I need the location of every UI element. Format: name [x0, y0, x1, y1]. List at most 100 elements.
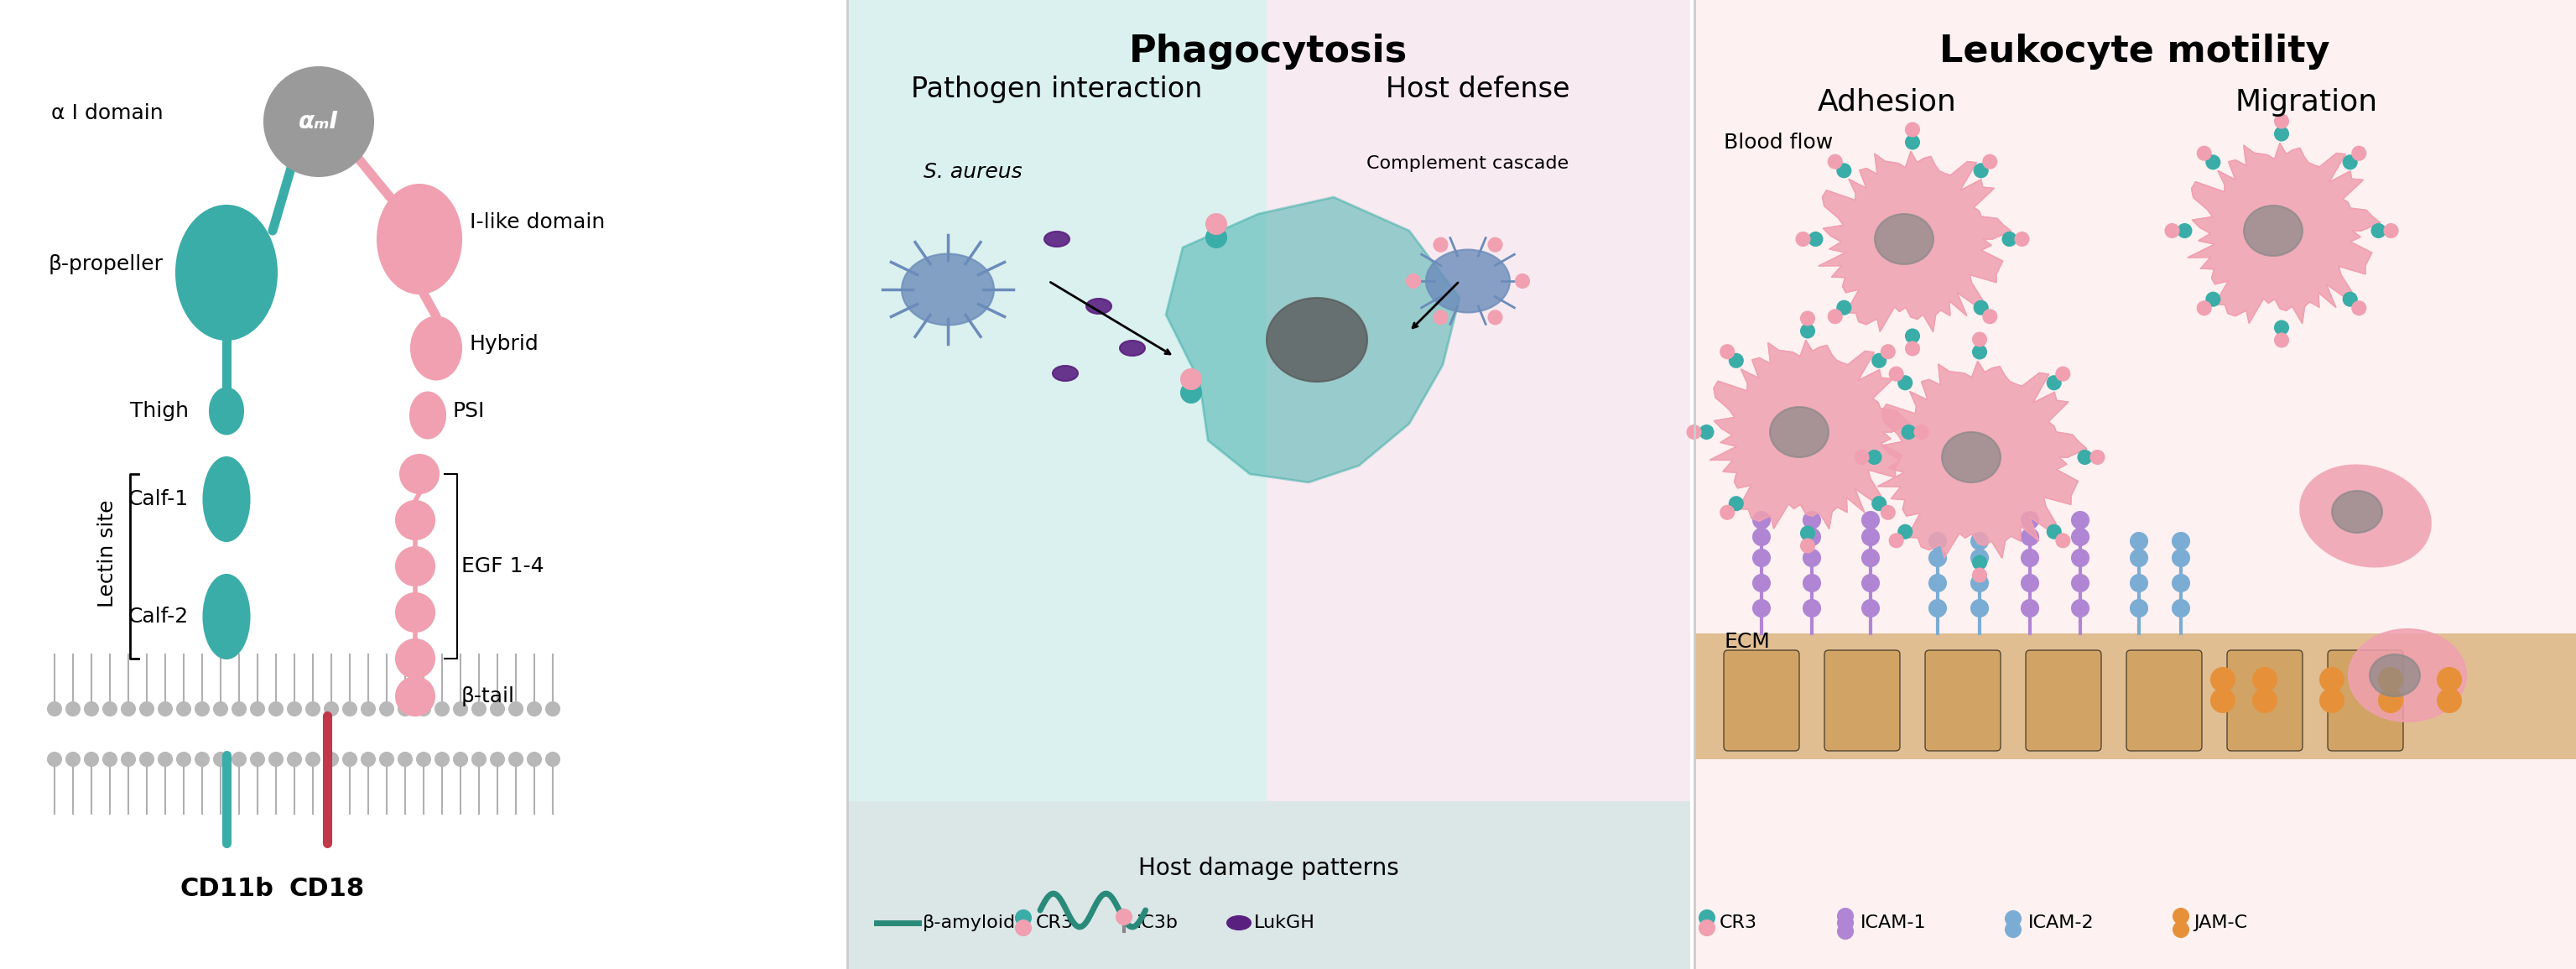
Circle shape — [214, 703, 227, 716]
Circle shape — [2071, 549, 2089, 566]
Circle shape — [2071, 600, 2089, 616]
Circle shape — [2048, 376, 2061, 390]
Circle shape — [1801, 325, 1814, 337]
Circle shape — [2254, 689, 2277, 712]
Circle shape — [49, 753, 62, 766]
Circle shape — [1728, 497, 1744, 511]
Circle shape — [2352, 146, 2365, 160]
Circle shape — [1180, 383, 1200, 403]
Circle shape — [289, 753, 301, 766]
Ellipse shape — [1267, 297, 1368, 382]
Circle shape — [489, 753, 505, 766]
Circle shape — [2344, 155, 2357, 169]
Circle shape — [361, 703, 376, 716]
Circle shape — [325, 703, 337, 716]
Circle shape — [381, 753, 394, 766]
Ellipse shape — [1770, 407, 1829, 457]
Circle shape — [103, 703, 116, 716]
Circle shape — [2378, 668, 2403, 691]
Circle shape — [67, 753, 80, 766]
Circle shape — [160, 753, 173, 766]
Circle shape — [2378, 689, 2403, 712]
Text: Blood flow: Blood flow — [1723, 133, 1834, 153]
Circle shape — [2254, 668, 2277, 691]
Circle shape — [2079, 451, 2092, 464]
Circle shape — [2130, 549, 2148, 566]
Circle shape — [2071, 528, 2089, 546]
Circle shape — [2056, 534, 2069, 547]
Circle shape — [1973, 164, 1989, 177]
Circle shape — [2437, 689, 2460, 712]
Circle shape — [1855, 451, 1868, 464]
Text: CD11b: CD11b — [180, 877, 273, 901]
Circle shape — [1837, 916, 1852, 930]
Circle shape — [2172, 549, 2190, 566]
Text: Pathogen interaction: Pathogen interaction — [912, 76, 1203, 103]
Text: Leukocyte motility: Leukocyte motility — [1940, 34, 2331, 70]
Circle shape — [1973, 301, 1989, 314]
Ellipse shape — [1121, 341, 1144, 356]
Circle shape — [435, 703, 448, 716]
FancyBboxPatch shape — [0, 0, 842, 969]
Text: LukGH: LukGH — [1255, 915, 1316, 931]
Polygon shape — [1878, 361, 2087, 558]
Circle shape — [1015, 921, 1030, 935]
Circle shape — [2022, 528, 2038, 546]
Circle shape — [2056, 367, 2069, 381]
Text: Migration: Migration — [2236, 88, 2378, 116]
Circle shape — [2321, 668, 2344, 691]
Circle shape — [2166, 224, 2179, 237]
Circle shape — [471, 703, 487, 716]
Circle shape — [510, 753, 523, 766]
Circle shape — [2352, 301, 2365, 315]
Circle shape — [1973, 332, 1986, 346]
Circle shape — [2022, 512, 2038, 528]
Ellipse shape — [2331, 490, 2383, 533]
Circle shape — [1700, 910, 1716, 925]
Text: S. aureus: S. aureus — [925, 162, 1023, 182]
Circle shape — [2197, 301, 2210, 315]
Circle shape — [1803, 512, 1821, 528]
Circle shape — [397, 640, 435, 678]
Circle shape — [2014, 233, 2030, 246]
Circle shape — [1808, 233, 1821, 246]
Text: iC3b: iC3b — [1136, 915, 1180, 931]
Text: Calf-2: Calf-2 — [129, 607, 188, 627]
Ellipse shape — [412, 317, 461, 380]
Circle shape — [1891, 367, 1904, 381]
Text: Calf-1: Calf-1 — [129, 489, 188, 510]
Text: CR3: CR3 — [1721, 915, 1757, 931]
Circle shape — [1829, 155, 1842, 169]
Circle shape — [1206, 214, 1226, 234]
Circle shape — [2437, 668, 2460, 691]
Circle shape — [1754, 528, 1770, 546]
Circle shape — [121, 753, 134, 766]
Ellipse shape — [1942, 432, 2002, 483]
Polygon shape — [1710, 340, 1911, 529]
Ellipse shape — [1087, 298, 1110, 314]
Circle shape — [307, 703, 319, 716]
Text: Hybrid: Hybrid — [469, 334, 538, 354]
Polygon shape — [1167, 197, 1461, 483]
Circle shape — [1489, 311, 1502, 324]
Ellipse shape — [1043, 232, 1069, 247]
Circle shape — [2002, 233, 2017, 246]
Text: Lectin site: Lectin site — [98, 500, 118, 608]
Circle shape — [2275, 321, 2287, 334]
Circle shape — [1115, 910, 1131, 924]
Circle shape — [528, 703, 541, 716]
FancyBboxPatch shape — [1267, 0, 1690, 801]
Circle shape — [139, 753, 155, 766]
Circle shape — [1906, 123, 1919, 137]
Text: α I domain: α I domain — [52, 103, 162, 123]
Circle shape — [397, 677, 435, 716]
Circle shape — [1984, 310, 1996, 324]
Circle shape — [1862, 528, 1878, 546]
Circle shape — [2275, 127, 2287, 141]
Circle shape — [1914, 425, 1927, 439]
Circle shape — [1929, 533, 1945, 549]
Circle shape — [1984, 155, 1996, 169]
Circle shape — [2210, 668, 2233, 691]
FancyBboxPatch shape — [1824, 650, 1901, 751]
Circle shape — [1406, 274, 1419, 288]
